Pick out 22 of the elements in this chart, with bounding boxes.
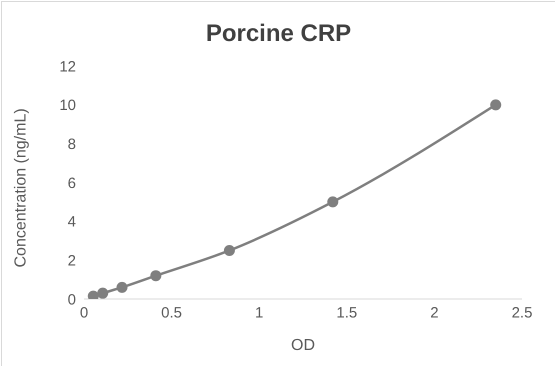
y-tick-label: 4 [68,214,76,231]
x-tick-label: 2 [430,304,439,322]
x-tick-label: 1.5 [336,304,358,322]
x-tick-label: 0.5 [161,304,182,322]
y-tick-label: 8 [68,136,76,153]
chart-title: Porcine CRP [204,20,352,49]
y-tick-label: 2 [68,252,76,270]
y-tick-label: 0 [68,291,76,308]
point [116,282,128,293]
y-tick-label: 12 [59,58,76,76]
point [97,288,108,299]
x-tick-label: 1 [255,304,264,322]
y-tick-label: 10 [59,97,76,114]
point [327,196,338,208]
point [224,244,235,256]
x-tick-label: 2.5 [512,304,532,322]
point [150,270,162,282]
x-axis-title: OD [291,337,315,354]
x-tick-label: 0 [80,304,88,322]
point [490,99,502,110]
y-axis-title: Concentration (ng/mL) [12,108,30,268]
y-tick-label: 6 [68,174,76,192]
